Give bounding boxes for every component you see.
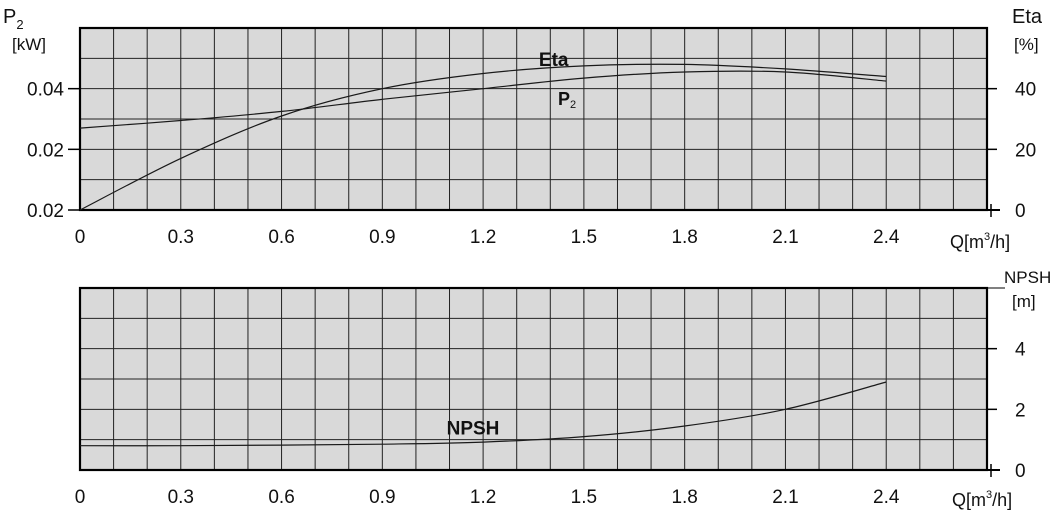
bottom-x-tick-label: 1.8 (671, 487, 697, 508)
bottom-x-tick-label: 2.1 (772, 487, 798, 508)
top-x-tick-label: 1.2 (470, 227, 496, 248)
bottom-plot-frame (78, 286, 989, 472)
npsh-curve-label: NPSH (447, 418, 500, 439)
top-plot-frame (78, 26, 989, 212)
top-left-y-tick-label: 0.02 (27, 201, 64, 222)
power-efficiency-panel: 0 0.3 0.6 0.9 1.2 1.5 1.8 2.1 2.4 0.02 0.02 0.04 0… (3, 6, 1043, 252)
top-x-tick-label: 2.4 (873, 227, 900, 248)
npsh-curve (79, 381, 887, 447)
top-x-tick-label: 0.6 (268, 227, 294, 248)
eta-unit-label: [%] (1014, 35, 1039, 54)
bottom-right-y-tick-labels: 0 2 4 (987, 340, 1026, 482)
bottom-x-tick-label: 0.3 (168, 487, 194, 508)
p2-axis-label: P2 (3, 6, 24, 32)
top-x-tick-label: 1.5 (571, 227, 597, 248)
bottom-x-tick-label: 1.5 (571, 487, 597, 508)
top-x-tick-label: 0 (75, 227, 86, 248)
top-right-y-tick-labels: 0 20 40 (987, 80, 1036, 222)
bottom-x-tick-label: 0.9 (369, 487, 395, 508)
bottom-grid (80, 288, 1000, 477)
top-left-y-tick-label: 0.02 (27, 140, 64, 161)
bottom-q-axis-label: Q[m3/h] (952, 489, 1012, 510)
top-right-y-tick-label: 40 (1015, 80, 1036, 101)
eta-axis-label: Eta (1012, 6, 1043, 28)
bottom-x-tick-label: 1.2 (470, 487, 496, 508)
bottom-x-tick-label: 0.6 (268, 487, 294, 508)
bottom-right-y-tick-label: 4 (1015, 340, 1026, 361)
p2-curve-label: P2 (558, 89, 576, 111)
p2-curve (79, 70, 887, 129)
top-q-axis-label: Q[m3/h] (950, 231, 1010, 252)
bottom-curves (79, 381, 887, 447)
top-curves (79, 63, 887, 211)
npsh-unit-label: [m] (1012, 292, 1036, 311)
eta-curve-label: Eta (539, 50, 569, 71)
top-x-tick-labels: 0 0.3 0.6 0.9 1.2 1.5 1.8 2.1 2.4 (75, 227, 900, 248)
top-x-tick-label: 0.9 (369, 227, 395, 248)
top-x-tick-label: 1.8 (671, 227, 697, 248)
top-right-y-tick-label: 20 (1015, 140, 1036, 161)
bottom-right-y-tick-label: 2 (1015, 400, 1026, 421)
eta-curve (79, 63, 887, 211)
bottom-x-tick-label: 0 (75, 487, 86, 508)
p2-unit-label: [kW] (12, 35, 46, 54)
top-left-y-tick-label: 0.04 (27, 80, 64, 101)
top-x-tick-label: 2.1 (772, 227, 798, 248)
bottom-x-tick-labels: 0 0.3 0.6 0.9 1.2 1.5 1.8 2.1 2.4 (75, 487, 900, 508)
bottom-right-y-tick-label: 0 (1015, 461, 1026, 482)
top-x-tick-label: 0.3 (168, 227, 194, 248)
npsh-axis-label: NPSH (1004, 268, 1051, 287)
top-right-y-tick-label: 0 (1015, 201, 1026, 222)
top-left-y-tick-labels: 0.02 0.02 0.04 (27, 80, 80, 222)
top-grid (80, 28, 1000, 217)
npsh-panel: 0 0.3 0.6 0.9 1.2 1.5 1.8 2.1 2.4 0 2 4 NPSH [m] Q… (75, 268, 1052, 510)
bottom-x-tick-label: 2.4 (873, 487, 900, 508)
